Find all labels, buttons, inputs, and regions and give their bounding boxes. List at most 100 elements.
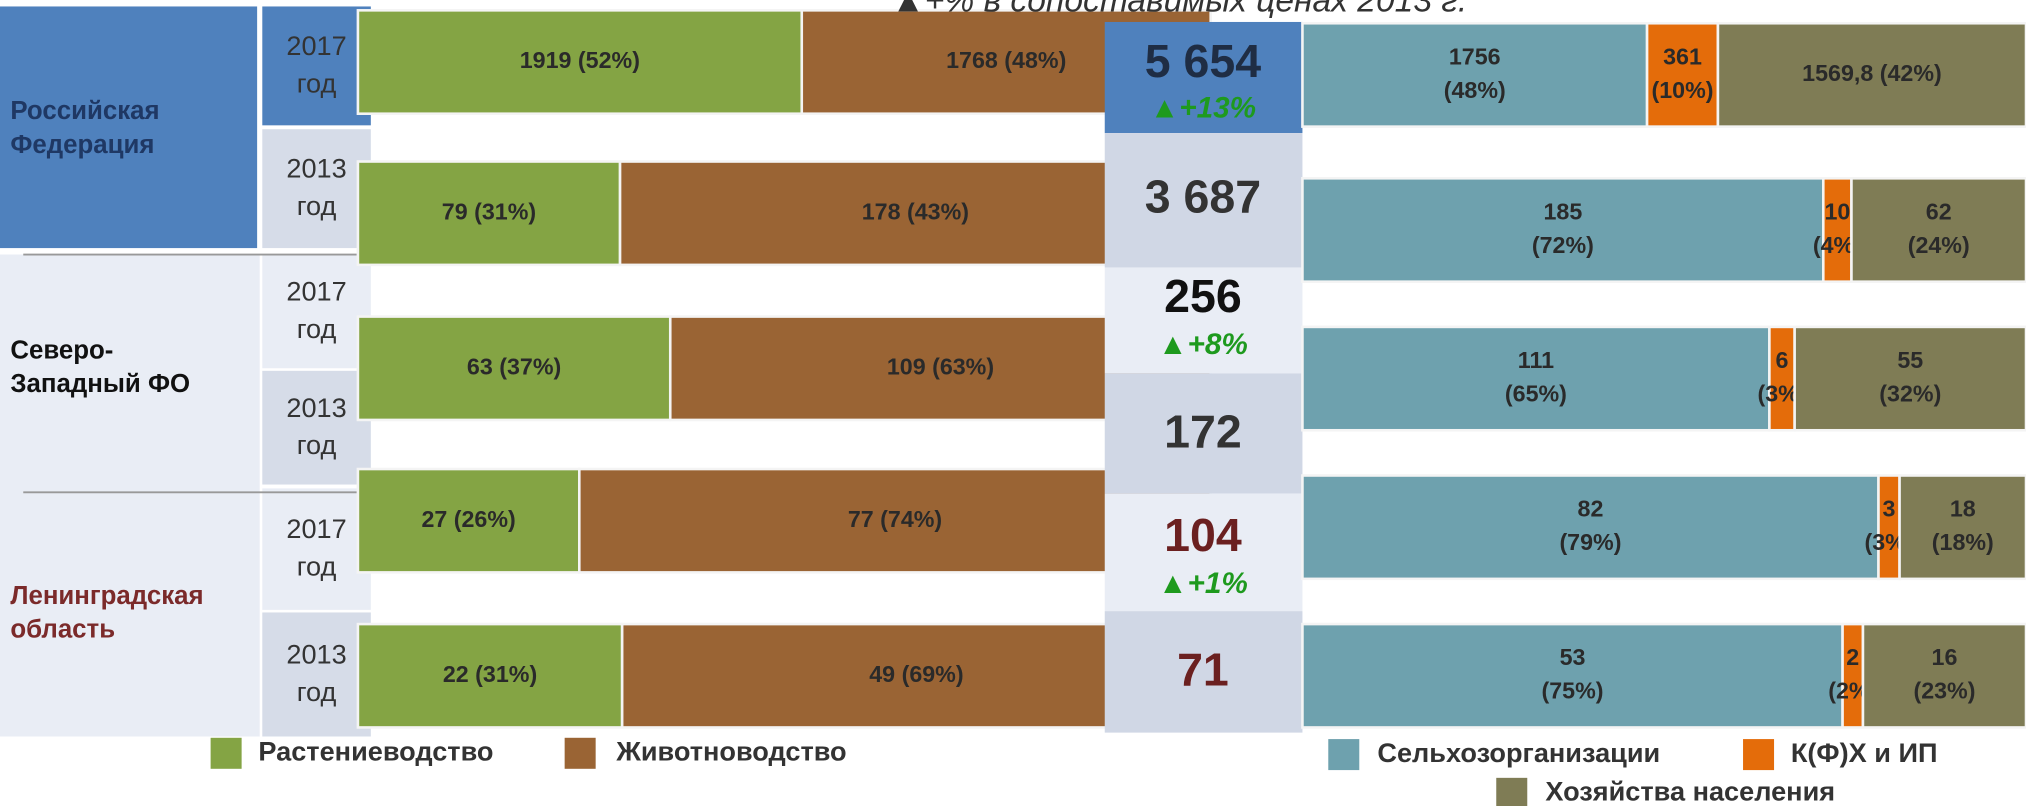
- bar-label: (72%): [1532, 232, 1594, 258]
- bar-label: (32%): [1879, 381, 1941, 407]
- bar-label: 2: [1846, 644, 1859, 670]
- total-value: 3 687: [1145, 171, 1261, 223]
- bar-segment: [1877, 474, 1901, 581]
- region-label: Российская: [10, 97, 159, 125]
- year-cell: [262, 370, 371, 485]
- year-cell: [262, 6, 371, 126]
- bar-label: 27 (26%): [421, 506, 515, 532]
- year-label: год: [297, 551, 337, 582]
- total-cell: [1104, 133, 1303, 268]
- year-label: 2017: [286, 275, 346, 306]
- region-label: Северо-: [10, 336, 113, 364]
- bar-label: (75%): [1541, 678, 1603, 704]
- bar-segment: [1861, 622, 2026, 729]
- bar-label: 185: [1543, 198, 1582, 224]
- bar-segment: [1841, 622, 1865, 729]
- legend-label: Сельхозорганизации: [1377, 737, 1660, 768]
- growth-label: ▲+13%: [1150, 92, 1256, 125]
- bar-label: 1768 (48%): [946, 47, 1066, 73]
- bar-label: 79 (31%): [442, 198, 536, 224]
- year-label: год: [297, 190, 337, 221]
- bar-segment: [1301, 21, 1649, 128]
- region-bg: [0, 6, 258, 249]
- bar-label: (23%): [1913, 678, 1975, 704]
- bar-label: (10%): [1651, 77, 1713, 103]
- bar-segment: [1301, 325, 1771, 432]
- bar-label: (79%): [1559, 529, 1621, 555]
- bar-label: (48%): [1444, 77, 1506, 103]
- bar-label: 111: [1518, 347, 1554, 373]
- bar-label: 55: [1897, 347, 1923, 373]
- year-cell: [262, 129, 371, 249]
- total-cell: [1104, 21, 1303, 134]
- bar-label: 1919 (52%): [520, 47, 640, 73]
- bar-segment: [1768, 325, 1796, 432]
- bar-label: 10: [1824, 198, 1850, 224]
- bar-label: 53: [1560, 644, 1586, 670]
- region-label: Федерация: [10, 131, 154, 159]
- bar-label: 109 (63%): [887, 353, 994, 379]
- legend-swatch: [564, 737, 596, 769]
- total-cell: [1104, 373, 1303, 494]
- year-cell: [262, 612, 371, 737]
- bar-label: 22 (31%): [443, 661, 537, 687]
- total-value: 104: [1164, 509, 1242, 561]
- year-label: 2017: [286, 30, 346, 61]
- bar-label: 63 (37%): [467, 353, 561, 379]
- year-cell: [262, 488, 371, 610]
- legend-label: Животноводство: [615, 735, 846, 766]
- total-value: 71: [1177, 643, 1229, 695]
- region-label: Западный ФО: [10, 370, 190, 398]
- bar-label: 178 (43%): [862, 198, 969, 224]
- legend-swatch: [1496, 777, 1528, 806]
- bar-label: 18: [1950, 496, 1976, 522]
- year-label: год: [297, 313, 337, 344]
- year-label: 2013: [286, 392, 346, 423]
- bar-label: 82: [1578, 496, 1604, 522]
- bar-label: (24%): [1908, 232, 1970, 258]
- bar-segment: [1822, 177, 1853, 283]
- bar-label: 62: [1926, 198, 1952, 224]
- bar-label: 3: [1883, 496, 1896, 522]
- legend-swatch: [1743, 739, 1775, 771]
- bar-segment: [1716, 21, 2026, 128]
- growth-label: ▲+8%: [1158, 328, 1248, 361]
- bar-label: 49 (69%): [869, 661, 963, 687]
- year-label: год: [297, 429, 337, 460]
- region-label: область: [10, 615, 115, 643]
- bar-segment: [1301, 177, 1825, 283]
- year-label: год: [297, 67, 337, 98]
- total-value: 172: [1164, 406, 1242, 458]
- total-cell: [1104, 267, 1303, 374]
- bar-segment: [1793, 325, 2026, 432]
- bar-label: 1756: [1449, 43, 1501, 69]
- bar-label: (18%): [1932, 529, 1994, 555]
- bar-segment: [1301, 474, 1880, 581]
- year-cell: [262, 254, 371, 369]
- year-label: 2013: [286, 639, 346, 670]
- total-cell: [1104, 611, 1303, 733]
- region-label: Ленинградская: [10, 582, 203, 610]
- legend-swatch: [210, 737, 242, 769]
- bar-segment: [356, 467, 581, 574]
- bar-label: 6: [1776, 347, 1789, 373]
- year-label: 2017: [286, 513, 346, 544]
- bar-segment: [356, 160, 622, 267]
- legend-label: Растениеводство: [258, 735, 493, 766]
- legend-swatch: [1328, 739, 1360, 771]
- growth-label: ▲+1%: [1158, 567, 1248, 600]
- bar-segment: [1301, 622, 1844, 729]
- year-label: 2013: [286, 153, 346, 184]
- bar-segment: [356, 9, 804, 115]
- bar-segment: [1645, 21, 1720, 128]
- year-label: год: [297, 676, 337, 707]
- total-value: 5 654: [1145, 35, 1262, 87]
- legend-label: Хозяйства населения: [1545, 776, 1835, 806]
- bar-segment: [356, 622, 624, 729]
- total-cell: [1104, 493, 1303, 612]
- bar-label: 77 (74%): [848, 506, 942, 532]
- title: ▲+% в сопоставимых ценах 2013 г.: [892, 0, 1468, 19]
- bar-label: 361: [1663, 43, 1702, 69]
